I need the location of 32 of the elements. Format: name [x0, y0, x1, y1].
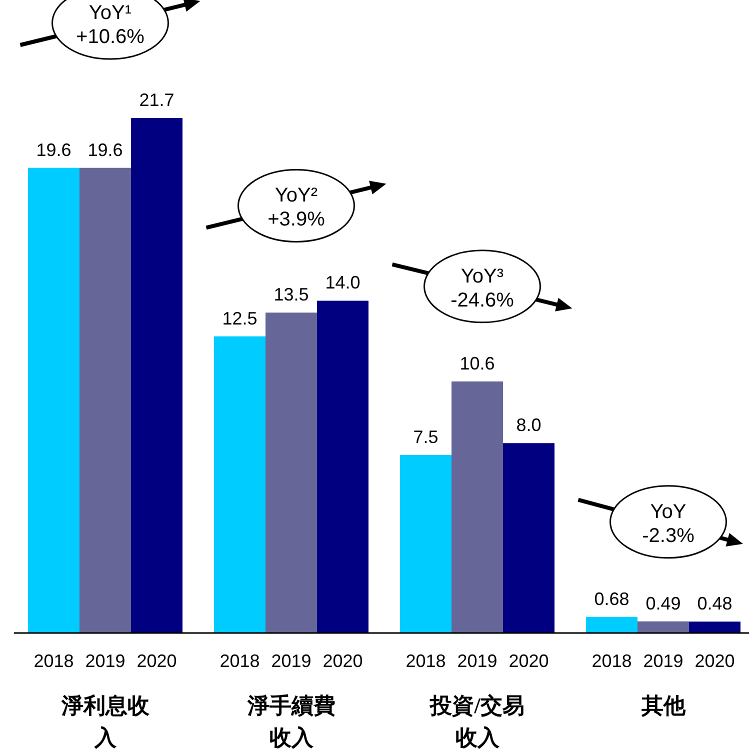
text: 2020	[322, 651, 363, 671]
data-label: 7.5	[413, 427, 438, 448]
data-label: 0.49	[646, 593, 681, 614]
data-label: 0.48	[697, 594, 732, 614]
x-tick-label: 淨利息收入	[60, 693, 150, 750]
x-tick-label: 淨手續費收入	[246, 693, 336, 750]
text: 2020	[694, 651, 735, 671]
x-tick-label: 其他	[640, 693, 686, 718]
annotation: YoY³ -24.6%	[450, 265, 514, 312]
series-label: 2020	[136, 651, 177, 671]
annotation: YoY -2.3%	[642, 500, 695, 547]
text: 2019	[643, 651, 684, 671]
text: 2018	[592, 651, 632, 671]
data-label: 8.0	[516, 415, 542, 436]
text: 2018	[406, 651, 446, 671]
data-label: 0.68	[594, 588, 630, 609]
data-label: 19.6	[88, 140, 123, 160]
data-label: 14.0	[325, 272, 360, 293]
annotation: YoY² +3.9%	[268, 184, 326, 231]
text: 2019	[457, 651, 498, 671]
data-label: 13.5	[274, 284, 309, 305]
data-label: 19.6	[36, 140, 72, 160]
data-label: 10.6	[460, 353, 495, 374]
text: 2019	[271, 651, 312, 671]
text: YoY¹ +10.6%	[76, 2, 145, 48]
x-tick-label: 投資/交易收入	[429, 693, 524, 750]
text: 2018	[220, 651, 260, 671]
data-label: 21.7	[139, 90, 174, 110]
series-label: 2019	[85, 651, 126, 671]
data-label: 12.5	[222, 308, 258, 328]
text: 2020	[508, 651, 549, 671]
series-label: 2018	[34, 651, 74, 671]
